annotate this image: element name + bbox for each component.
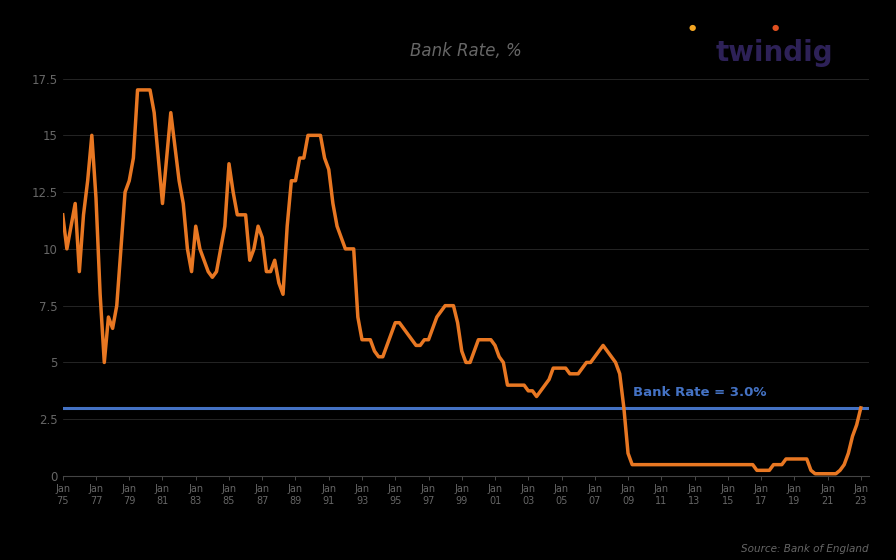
Text: twindig: twindig [716, 39, 833, 67]
Title: Bank Rate, %: Bank Rate, % [410, 42, 521, 60]
Text: Source: Bank of England: Source: Bank of England [742, 544, 869, 554]
Text: ●: ● [771, 24, 780, 32]
Text: ●: ● [688, 24, 696, 32]
Text: Bank Rate = 3.0%: Bank Rate = 3.0% [633, 386, 766, 399]
